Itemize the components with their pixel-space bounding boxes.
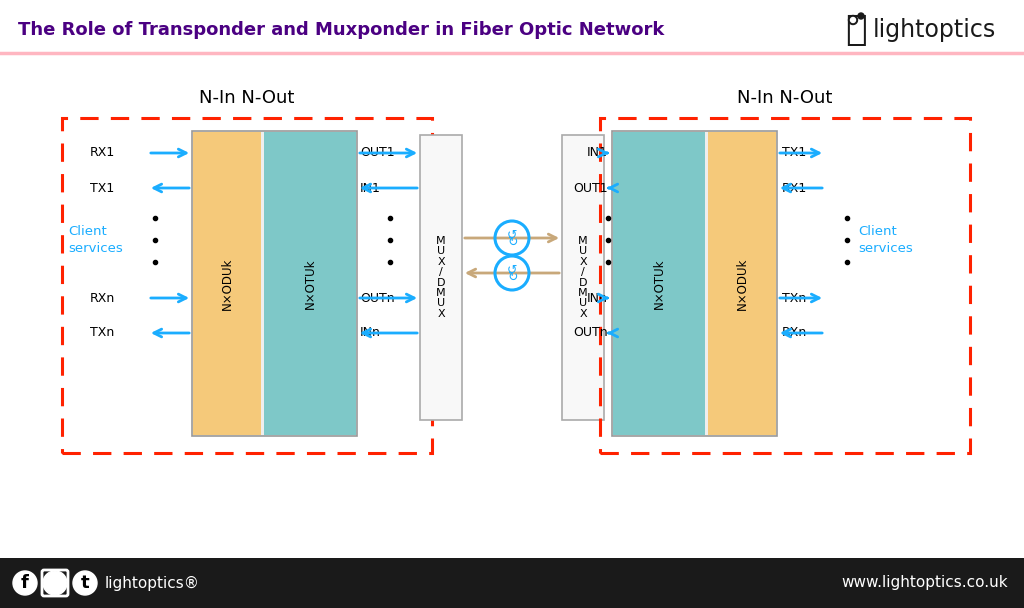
- Text: ↺: ↺: [507, 229, 517, 241]
- Text: RX1: RX1: [782, 182, 807, 195]
- Text: INn: INn: [360, 326, 381, 339]
- Text: TXn: TXn: [782, 291, 806, 305]
- Circle shape: [851, 18, 855, 22]
- Text: lightoptics®: lightoptics®: [105, 576, 200, 590]
- Text: t: t: [81, 574, 89, 592]
- Text: ᵬ: ᵬ: [845, 13, 866, 47]
- Text: IN1: IN1: [360, 182, 381, 195]
- Text: Client
services: Client services: [68, 225, 123, 255]
- Text: OUT1: OUT1: [573, 182, 608, 195]
- Text: RXn: RXn: [782, 326, 807, 339]
- Text: INn: INn: [587, 291, 608, 305]
- Bar: [0, 558, 1024, 608]
- Bar: [193, 132, 261, 435]
- Text: OUT1: OUT1: [360, 147, 394, 159]
- Text: N-In N-Out: N-In N-Out: [200, 89, 295, 107]
- Text: Client
services: Client services: [858, 225, 912, 255]
- Text: M
U
X
/
D
M
U
X: M U X / D M U X: [436, 236, 445, 319]
- FancyBboxPatch shape: [193, 131, 357, 436]
- Text: TXn: TXn: [90, 326, 115, 339]
- Bar: [562, 135, 604, 420]
- Text: RX1: RX1: [90, 147, 116, 159]
- Text: N×OTUk: N×OTUk: [303, 258, 316, 309]
- Bar: [613, 132, 705, 435]
- Text: ↻: ↻: [507, 235, 517, 249]
- Text: o: o: [51, 576, 59, 590]
- Text: N-In N-Out: N-In N-Out: [737, 89, 833, 107]
- Bar: [420, 135, 462, 420]
- Text: N×OTUk: N×OTUk: [652, 258, 666, 309]
- Circle shape: [43, 571, 67, 595]
- Text: TX1: TX1: [782, 147, 806, 159]
- Circle shape: [73, 571, 97, 595]
- Text: M
U
X
/
D
M
U
X: M U X / D M U X: [579, 236, 588, 319]
- Circle shape: [13, 571, 37, 595]
- Text: TX1: TX1: [90, 182, 115, 195]
- Text: N×ODUk: N×ODUk: [735, 257, 749, 309]
- FancyBboxPatch shape: [612, 131, 777, 436]
- Circle shape: [849, 15, 857, 24]
- Text: f: f: [22, 574, 29, 592]
- Bar: [264, 132, 356, 435]
- Circle shape: [858, 13, 864, 19]
- Text: The Role of Transponder and Muxponder in Fiber Optic Network: The Role of Transponder and Muxponder in…: [18, 21, 665, 39]
- Text: RXn: RXn: [90, 291, 116, 305]
- Text: ↻: ↻: [507, 271, 517, 283]
- Text: www.lightoptics.co.uk: www.lightoptics.co.uk: [842, 576, 1008, 590]
- Text: ↺: ↺: [507, 263, 517, 277]
- Bar: [708, 132, 776, 435]
- Text: OUTn: OUTn: [573, 326, 608, 339]
- Text: lightoptics: lightoptics: [873, 18, 996, 42]
- Text: IN1: IN1: [587, 147, 608, 159]
- Text: OUTn: OUTn: [360, 291, 394, 305]
- Text: N×ODUk: N×ODUk: [220, 257, 233, 309]
